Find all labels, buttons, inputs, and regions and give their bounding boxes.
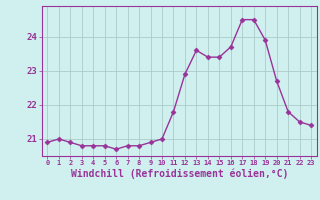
- X-axis label: Windchill (Refroidissement éolien,°C): Windchill (Refroidissement éolien,°C): [70, 169, 288, 179]
